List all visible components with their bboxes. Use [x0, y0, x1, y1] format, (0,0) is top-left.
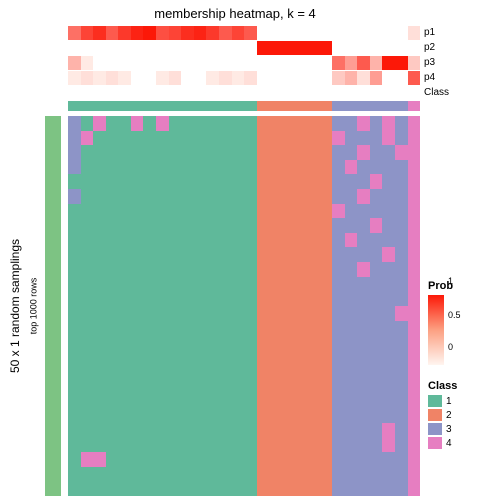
legend-class-item: 2	[428, 409, 504, 421]
prob-row-p1	[68, 26, 420, 40]
legend-prob-gradient	[428, 295, 444, 365]
legend-class-item: 4	[428, 437, 504, 449]
legend-prob: Prob 1 0.5 0	[428, 280, 504, 365]
legend-class-item: 1	[428, 395, 504, 407]
row-label: p3	[424, 56, 449, 70]
heatmap-figure: membership heatmap, k = 4 50 x 1 random …	[0, 0, 504, 504]
prob-row-p4	[68, 71, 420, 85]
y-axis-label-inner: top 1000 rows	[26, 116, 40, 496]
row-label: p1	[424, 26, 449, 40]
y-axis-label-outer: 50 x 1 random samplings	[8, 116, 22, 496]
legend-swatch	[428, 409, 442, 421]
prob-row-p3	[68, 56, 420, 70]
legend-class-item: 3	[428, 423, 504, 435]
class-row	[68, 101, 420, 111]
legend-class-title: Class	[428, 380, 504, 392]
legend-swatch	[428, 423, 442, 435]
legend-prob-title: Prob	[428, 280, 504, 292]
prob-row-p2	[68, 41, 420, 55]
legend-class: Class 1 2 3 4	[428, 380, 504, 451]
row-label: p2	[424, 41, 449, 55]
main-heatmap	[68, 116, 420, 496]
header-row-labels: p1p2p3p4Class	[424, 26, 449, 101]
chart-title: membership heatmap, k = 4	[50, 6, 420, 21]
row-label: p4	[424, 71, 449, 85]
legend-swatch	[428, 437, 442, 449]
side-annotation-bar	[45, 116, 61, 496]
row-label: Class	[424, 86, 449, 100]
prob-header-rows	[68, 26, 420, 86]
legend-swatch	[428, 395, 442, 407]
